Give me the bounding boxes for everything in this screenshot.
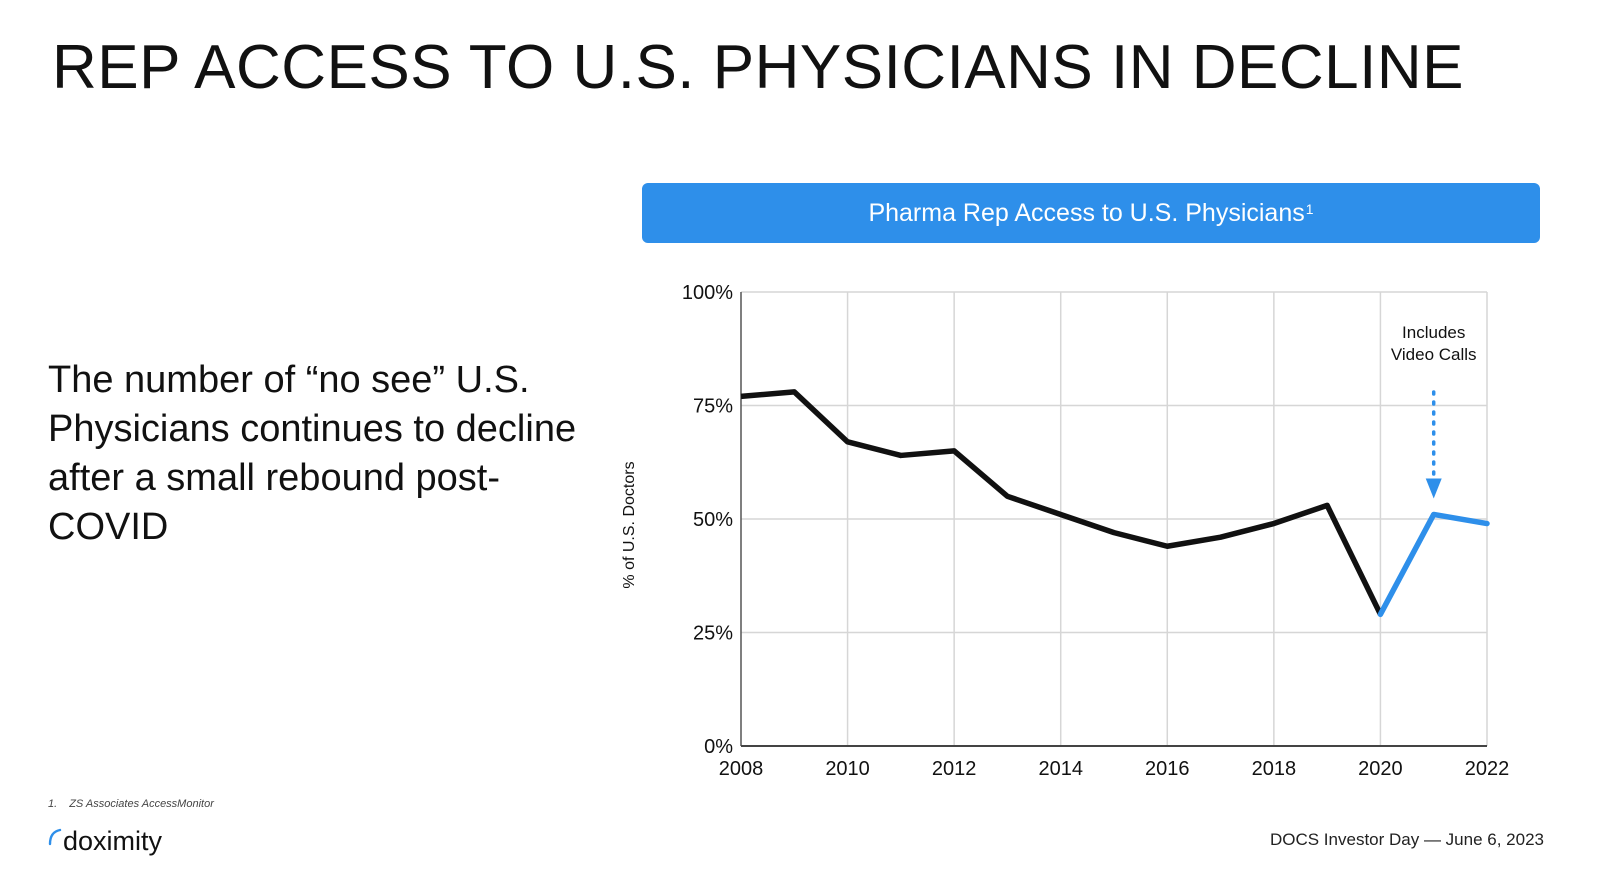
x-tick-label: 2014 [1038, 758, 1083, 780]
y-tick-label: 50% [693, 509, 733, 531]
x-tick-label: 2018 [1252, 758, 1297, 780]
logo-text: doximity [63, 826, 163, 856]
y-tick-label: 25% [693, 623, 733, 645]
x-tick-label: 2020 [1358, 758, 1403, 780]
y-tick-label: 0% [704, 736, 733, 758]
chart-title: Pharma Rep Access to U.S. Physicians [868, 198, 1305, 227]
event-footer: DOCS Investor Day — June 6, 2023 [1269, 830, 1544, 849]
x-tick-label: 2022 [1465, 758, 1510, 780]
logo-arc-icon [48, 828, 62, 846]
x-tick-label: 2008 [719, 758, 764, 780]
line-chart: 0% 25% 50% 75% 100% 2008 2010 2012 2014 2016 2018 2… [621, 282, 1510, 780]
annotation-label: Includes [1402, 323, 1465, 342]
chart-title-banner: Pharma Rep Access to U.S. Physicians 1 [642, 183, 1540, 243]
y-tick-label: 75% [693, 396, 733, 418]
body-text: The number of “no see” U.S. Physicians c… [48, 359, 577, 548]
y-axis-label: % of U.S. Doctors [621, 461, 638, 588]
x-tick-label: 2010 [825, 758, 870, 780]
annotation-background [1381, 316, 1486, 376]
footnote: 1. ZS Associates AccessMonitor [48, 798, 214, 810]
chart-title-footnote-marker: 1 [1305, 201, 1314, 217]
annotation-label: Video Calls [1391, 345, 1477, 364]
slide-title: REP ACCESS TO U.S. PHYSICIANS IN DECLINE [52, 33, 1464, 102]
y-tick-label: 100% [682, 282, 733, 304]
annotation-arrow-head-icon [1425, 478, 1442, 499]
x-tick-label: 2016 [1145, 758, 1190, 780]
x-tick-label: 2012 [932, 758, 977, 780]
footnote-text: ZS Associates AccessMonitor [69, 798, 214, 810]
doximity-logo: doximity [48, 826, 162, 857]
series-line-2 [1377, 511, 1490, 618]
footnote-number: 1. [48, 798, 58, 810]
series-line-1 [740, 389, 1383, 616]
